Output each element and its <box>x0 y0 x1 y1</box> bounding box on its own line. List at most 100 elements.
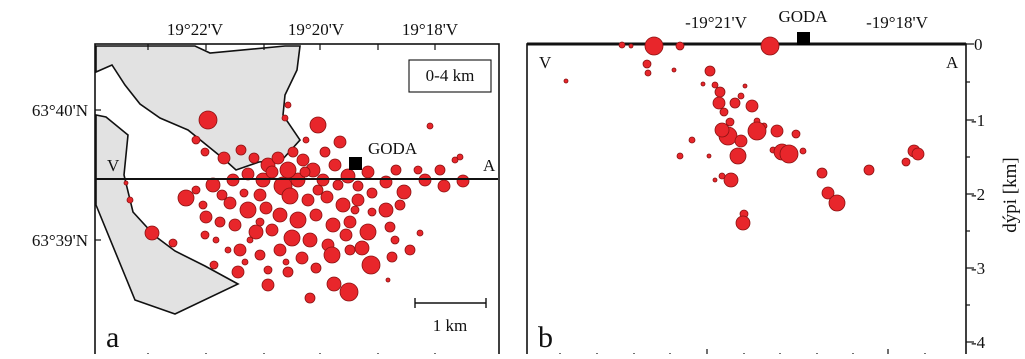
lon-tick-2: 19°20'V <box>288 20 345 39</box>
depth-tick-3: -3 <box>971 259 985 278</box>
earthquake-marker <box>779 144 799 164</box>
earthquake-marker <box>254 249 266 261</box>
top-tick-1: -19°21'V <box>685 13 748 32</box>
earthquake-marker <box>344 244 356 256</box>
section-earthquakes <box>563 36 925 231</box>
earthquake-marker <box>704 65 716 77</box>
depth-tick-4: -4 <box>971 333 986 352</box>
earthquake-marker <box>199 210 213 224</box>
top-tick-2: -19°18'V <box>866 13 929 32</box>
earthquake-marker <box>233 243 247 257</box>
earthquake-marker <box>302 232 318 248</box>
earthquake-marker <box>261 278 275 292</box>
earthquake-marker <box>335 197 351 213</box>
earthquake-marker <box>224 246 232 254</box>
earthquake-marker <box>289 211 307 229</box>
earthquake-marker <box>456 174 470 188</box>
earthquake-marker <box>828 194 846 212</box>
earthquake-marker <box>281 114 289 122</box>
earthquake-marker <box>451 156 459 164</box>
earthquake-marker <box>434 164 446 176</box>
earthquake-marker <box>299 166 311 178</box>
earthquake-marker <box>456 153 464 161</box>
earthquake-marker <box>745 99 759 113</box>
earthquake-marker <box>563 78 569 84</box>
earthquake-marker <box>216 189 228 201</box>
earthquake-marker <box>217 151 231 165</box>
earthquake-marker <box>214 216 226 228</box>
earthquake-marker <box>168 238 178 248</box>
earthquake-marker <box>718 172 726 180</box>
earthquake-marker <box>714 86 726 98</box>
profile-end-label: A <box>483 156 496 175</box>
earthquake-marker <box>123 180 129 186</box>
earthquake-marker <box>282 266 294 278</box>
section-end-label: A <box>946 53 959 72</box>
earthquake-marker <box>255 217 265 227</box>
earthquake-marker <box>404 244 416 256</box>
earthquake-marker <box>320 190 334 204</box>
earthquake-marker <box>177 189 195 207</box>
earthquake-marker <box>296 153 310 167</box>
lat-tick-1: 63°40'N <box>32 101 88 120</box>
depth-tick-1: -1 <box>971 111 985 130</box>
earthquake-marker <box>396 184 412 200</box>
earthquake-marker <box>343 215 357 229</box>
earthquake-marker <box>309 116 327 134</box>
earthquake-marker <box>301 193 315 207</box>
earthquake-marker <box>719 107 729 117</box>
earthquake-marker <box>742 83 748 89</box>
earthquake-marker <box>676 152 684 160</box>
earthquake-marker <box>332 179 344 191</box>
earthquake-marker <box>295 251 309 265</box>
section-start-label: V <box>539 53 552 72</box>
earthquake-marker <box>706 153 712 159</box>
earthquake-marker <box>901 157 911 167</box>
earthquake-marker <box>205 177 221 193</box>
lon-tick-3: 19°18'V <box>402 20 459 39</box>
earthquake-marker <box>284 101 292 109</box>
earthquake-marker <box>340 168 356 184</box>
panel-b-letter: b <box>538 321 553 354</box>
earthquake-marker <box>911 147 925 161</box>
lon-tick-1: 19°22'V <box>167 20 224 39</box>
earthquake-marker <box>361 255 381 275</box>
earthquake-marker <box>354 240 370 256</box>
depth-axis-label: dýpi [km] <box>1000 157 1021 232</box>
earthquake-marker <box>723 172 739 188</box>
earthquake-marker <box>675 41 685 51</box>
earthquake-marker <box>248 224 264 240</box>
earthquake-marker <box>390 164 402 176</box>
earthquake-marker <box>394 199 406 211</box>
station-label: GODA <box>368 139 418 158</box>
earthquake-marker <box>282 258 290 266</box>
earthquake-marker <box>700 81 706 87</box>
section-station-marker <box>797 32 810 45</box>
earthquake-marker <box>319 146 331 158</box>
earthquake-marker <box>816 167 828 179</box>
earthquake-marker <box>310 262 322 274</box>
earthquake-marker <box>283 229 301 247</box>
earthquake-marker <box>302 136 310 144</box>
depth-tick-2: -2 <box>971 185 985 204</box>
earthquake-marker <box>379 175 393 189</box>
earthquake-marker <box>359 223 377 241</box>
earthquake-marker <box>390 235 400 245</box>
earthquake-marker <box>281 187 299 205</box>
depth-range-box <box>408 59 492 93</box>
earthquake-marker <box>770 124 784 138</box>
profile-start-label: V <box>107 156 120 175</box>
earthquake-marker <box>729 97 741 109</box>
earthquake-marker <box>339 282 359 302</box>
earthquake-marker <box>729 147 747 165</box>
earthquake-marker <box>333 135 347 149</box>
earthquake-marker <box>273 243 287 257</box>
scale-bar-label: 1 km <box>433 316 467 335</box>
lat-tick-2: 63°39'N <box>32 231 88 250</box>
earthquake-marker <box>821 186 835 200</box>
earthquake-marker <box>200 230 210 240</box>
earthquake-marker <box>437 179 451 193</box>
earthquake-marker <box>265 223 279 237</box>
earthquake-marker <box>712 177 718 183</box>
